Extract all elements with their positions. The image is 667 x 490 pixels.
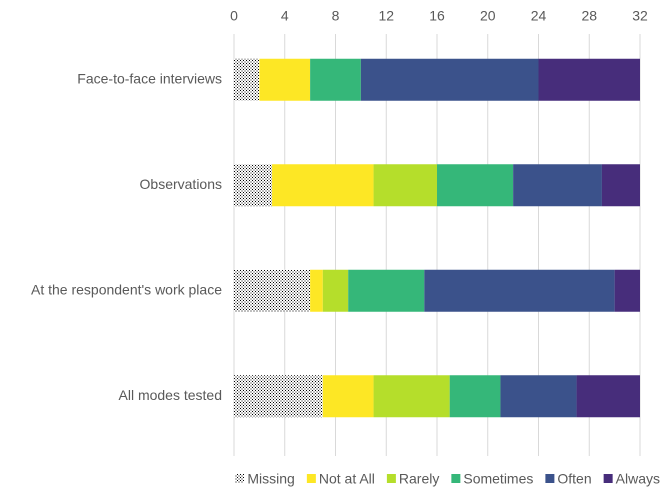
legend-label: Often	[557, 471, 591, 487]
y-tick-label: Observations	[140, 176, 222, 192]
bar-segment	[424, 269, 615, 312]
x-tick-label: 0	[230, 8, 238, 24]
bar-segment	[500, 375, 577, 418]
legend-label: Sometimes	[463, 471, 533, 487]
bar-segment	[373, 164, 437, 207]
bar-segment	[234, 58, 260, 101]
bar-segment	[348, 269, 425, 312]
bar-segment	[601, 164, 640, 207]
bar-segment	[576, 375, 640, 418]
bar-segment	[234, 269, 311, 312]
legend-marker	[235, 474, 245, 483]
bar-segment	[322, 375, 374, 418]
bar-segment	[449, 375, 501, 418]
x-tick-label: 28	[581, 8, 597, 24]
bar-segment	[437, 164, 514, 207]
bar-segment	[234, 164, 273, 207]
legend-label: Missing	[247, 471, 294, 487]
bar-segment	[373, 375, 450, 418]
legend-label: Not at All	[319, 471, 375, 487]
legend-label: Rarely	[399, 471, 439, 487]
x-tick-label: 12	[378, 8, 394, 24]
bar-segment	[272, 164, 374, 207]
legend-marker	[603, 474, 613, 483]
bar-segment	[310, 58, 361, 101]
bar-segment	[538, 58, 640, 101]
x-tick-label: 8	[332, 8, 340, 24]
legend-marker	[451, 474, 461, 483]
x-tick-label: 16	[429, 8, 445, 24]
bar-segment	[310, 269, 323, 312]
y-tick-label: Face-to-face interviews	[77, 70, 222, 86]
legend-marker	[386, 474, 396, 483]
bar-segment	[513, 164, 602, 207]
legend-marker	[545, 474, 555, 483]
x-tick-label: 20	[480, 8, 496, 24]
y-tick-label: At the respondent's work place	[31, 281, 222, 297]
x-tick-label: 24	[531, 8, 547, 24]
legend-marker	[306, 474, 316, 483]
legend-label: Always	[616, 471, 660, 487]
bar-segment	[322, 269, 349, 312]
bar-segment	[360, 58, 539, 101]
bar-segment	[614, 269, 640, 312]
x-tick-label: 32	[632, 8, 648, 24]
y-tick-label: All modes tested	[119, 387, 223, 403]
x-tick-label: 4	[281, 8, 289, 24]
bar-segment	[234, 375, 323, 418]
bar-segment	[259, 58, 311, 101]
